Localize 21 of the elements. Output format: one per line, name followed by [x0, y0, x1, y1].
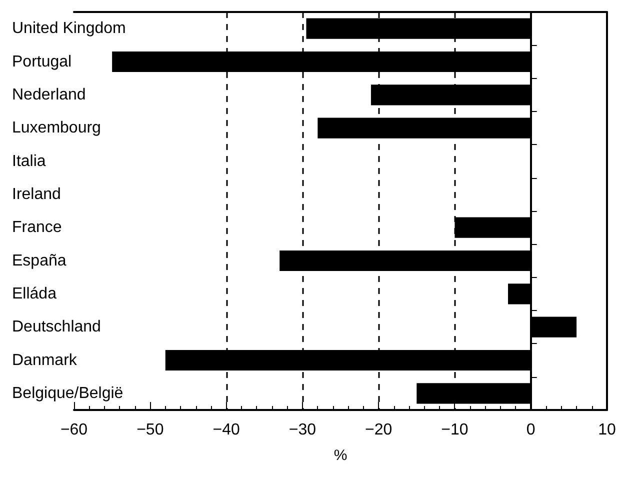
x-axis-title: % — [334, 447, 348, 464]
x-tick-label: −20 — [365, 422, 392, 438]
y-tick-label: Danmark — [12, 352, 78, 369]
y-tick-label: España — [12, 252, 66, 270]
x-tick-label: 10 — [598, 422, 616, 438]
y-tick-label: Belgique/België — [12, 384, 124, 402]
x-tick-label: −40 — [212, 422, 240, 438]
y-tick-label: United Kingdom — [12, 20, 126, 38]
x-tick-label: −50 — [136, 422, 164, 438]
y-tick-label: Ireland — [12, 186, 61, 203]
x-tick-label: 0 — [526, 422, 536, 438]
x-tick-label: −60 — [60, 422, 88, 438]
y-tick-label: France — [12, 219, 62, 236]
y-tick-label: Deutschland — [12, 318, 101, 336]
y-tick-label: Luxembourg — [12, 120, 101, 137]
x-tick-label: −30 — [288, 422, 316, 438]
y-tick-label: Elláda — [12, 285, 57, 302]
y-tick-label: Nederland — [12, 86, 86, 104]
y-tick-label: Italia — [12, 152, 46, 170]
x-tick-label: −10 — [441, 422, 468, 438]
y-tick-label: Portugal — [12, 53, 72, 70]
